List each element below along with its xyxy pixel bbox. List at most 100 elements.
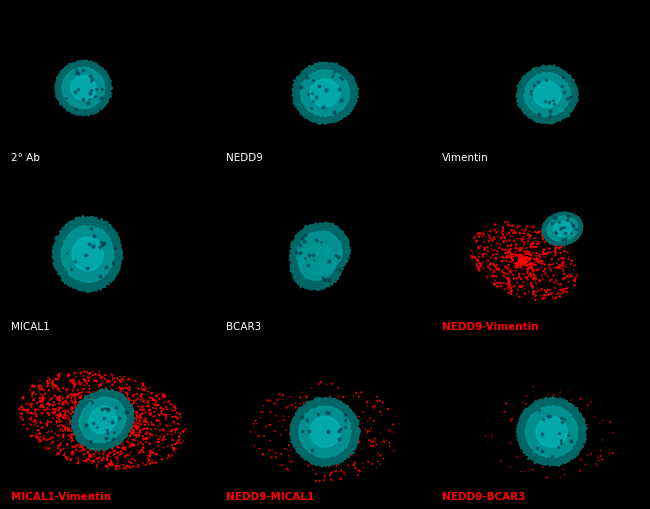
Point — [113, 448, 124, 457]
Point — [32, 418, 42, 427]
Point — [33, 438, 44, 446]
Point — [96, 401, 107, 409]
Point — [90, 438, 100, 446]
Point — [528, 447, 539, 455]
Polygon shape — [310, 80, 340, 108]
Point — [316, 406, 326, 414]
Point — [103, 417, 114, 425]
Point — [501, 231, 512, 239]
Point — [497, 234, 507, 242]
Point — [63, 373, 73, 381]
Point — [336, 476, 346, 484]
Point — [556, 439, 567, 447]
Point — [89, 419, 99, 428]
Point — [94, 419, 105, 427]
Point — [535, 260, 545, 268]
Point — [134, 418, 144, 426]
Point — [339, 468, 349, 476]
Point — [102, 456, 112, 464]
Point — [143, 399, 153, 407]
Point — [98, 417, 109, 426]
Point — [554, 292, 565, 300]
Point — [84, 434, 95, 442]
Point — [520, 258, 530, 266]
Point — [89, 412, 99, 420]
Point — [120, 429, 130, 437]
Point — [559, 285, 569, 293]
Point — [320, 400, 331, 408]
Point — [53, 395, 63, 403]
Point — [483, 415, 493, 423]
Point — [525, 249, 535, 257]
Point — [80, 446, 90, 455]
Point — [38, 432, 49, 440]
Point — [146, 430, 156, 438]
Point — [73, 412, 83, 420]
Point — [60, 453, 71, 461]
Point — [494, 265, 504, 273]
Point — [521, 265, 532, 273]
Point — [525, 271, 535, 279]
Point — [551, 247, 561, 256]
Point — [90, 414, 101, 422]
Point — [119, 373, 129, 381]
Point — [153, 411, 164, 419]
Point — [84, 450, 94, 459]
Point — [77, 456, 88, 464]
Point — [107, 393, 118, 401]
Point — [116, 390, 126, 399]
Point — [105, 378, 115, 386]
Point — [66, 427, 77, 435]
Point — [505, 266, 515, 274]
Point — [148, 396, 159, 404]
Point — [526, 254, 536, 263]
Point — [306, 457, 317, 465]
Point — [47, 380, 57, 388]
Point — [98, 449, 109, 458]
Point — [51, 393, 62, 402]
Point — [27, 392, 37, 401]
Point — [44, 402, 55, 410]
Point — [127, 440, 137, 448]
Point — [472, 257, 482, 265]
Point — [519, 257, 530, 265]
Point — [112, 438, 122, 446]
Point — [88, 423, 98, 432]
Point — [44, 444, 55, 453]
Point — [493, 266, 504, 274]
Point — [560, 403, 570, 411]
Point — [21, 400, 32, 408]
Point — [63, 436, 73, 444]
Point — [522, 253, 532, 262]
Point — [79, 419, 89, 427]
Point — [575, 415, 585, 423]
Point — [167, 451, 177, 459]
Point — [62, 394, 72, 402]
Point — [310, 401, 320, 409]
Point — [99, 417, 109, 425]
Point — [114, 395, 125, 404]
Point — [58, 385, 68, 393]
Point — [94, 423, 104, 431]
Point — [507, 415, 517, 423]
Point — [78, 457, 88, 465]
Point — [124, 394, 134, 402]
Point — [508, 403, 519, 411]
Point — [70, 430, 80, 438]
Point — [319, 473, 330, 481]
Point — [18, 416, 28, 424]
Point — [517, 226, 527, 234]
Point — [118, 404, 128, 412]
Point — [515, 223, 525, 231]
Point — [125, 426, 136, 434]
Point — [70, 257, 81, 265]
Point — [82, 433, 92, 441]
Point — [510, 263, 521, 271]
Point — [14, 405, 25, 413]
Point — [580, 460, 591, 468]
Point — [133, 422, 144, 431]
Point — [31, 412, 42, 420]
Point — [484, 238, 494, 246]
Point — [311, 462, 322, 470]
Point — [557, 237, 567, 245]
